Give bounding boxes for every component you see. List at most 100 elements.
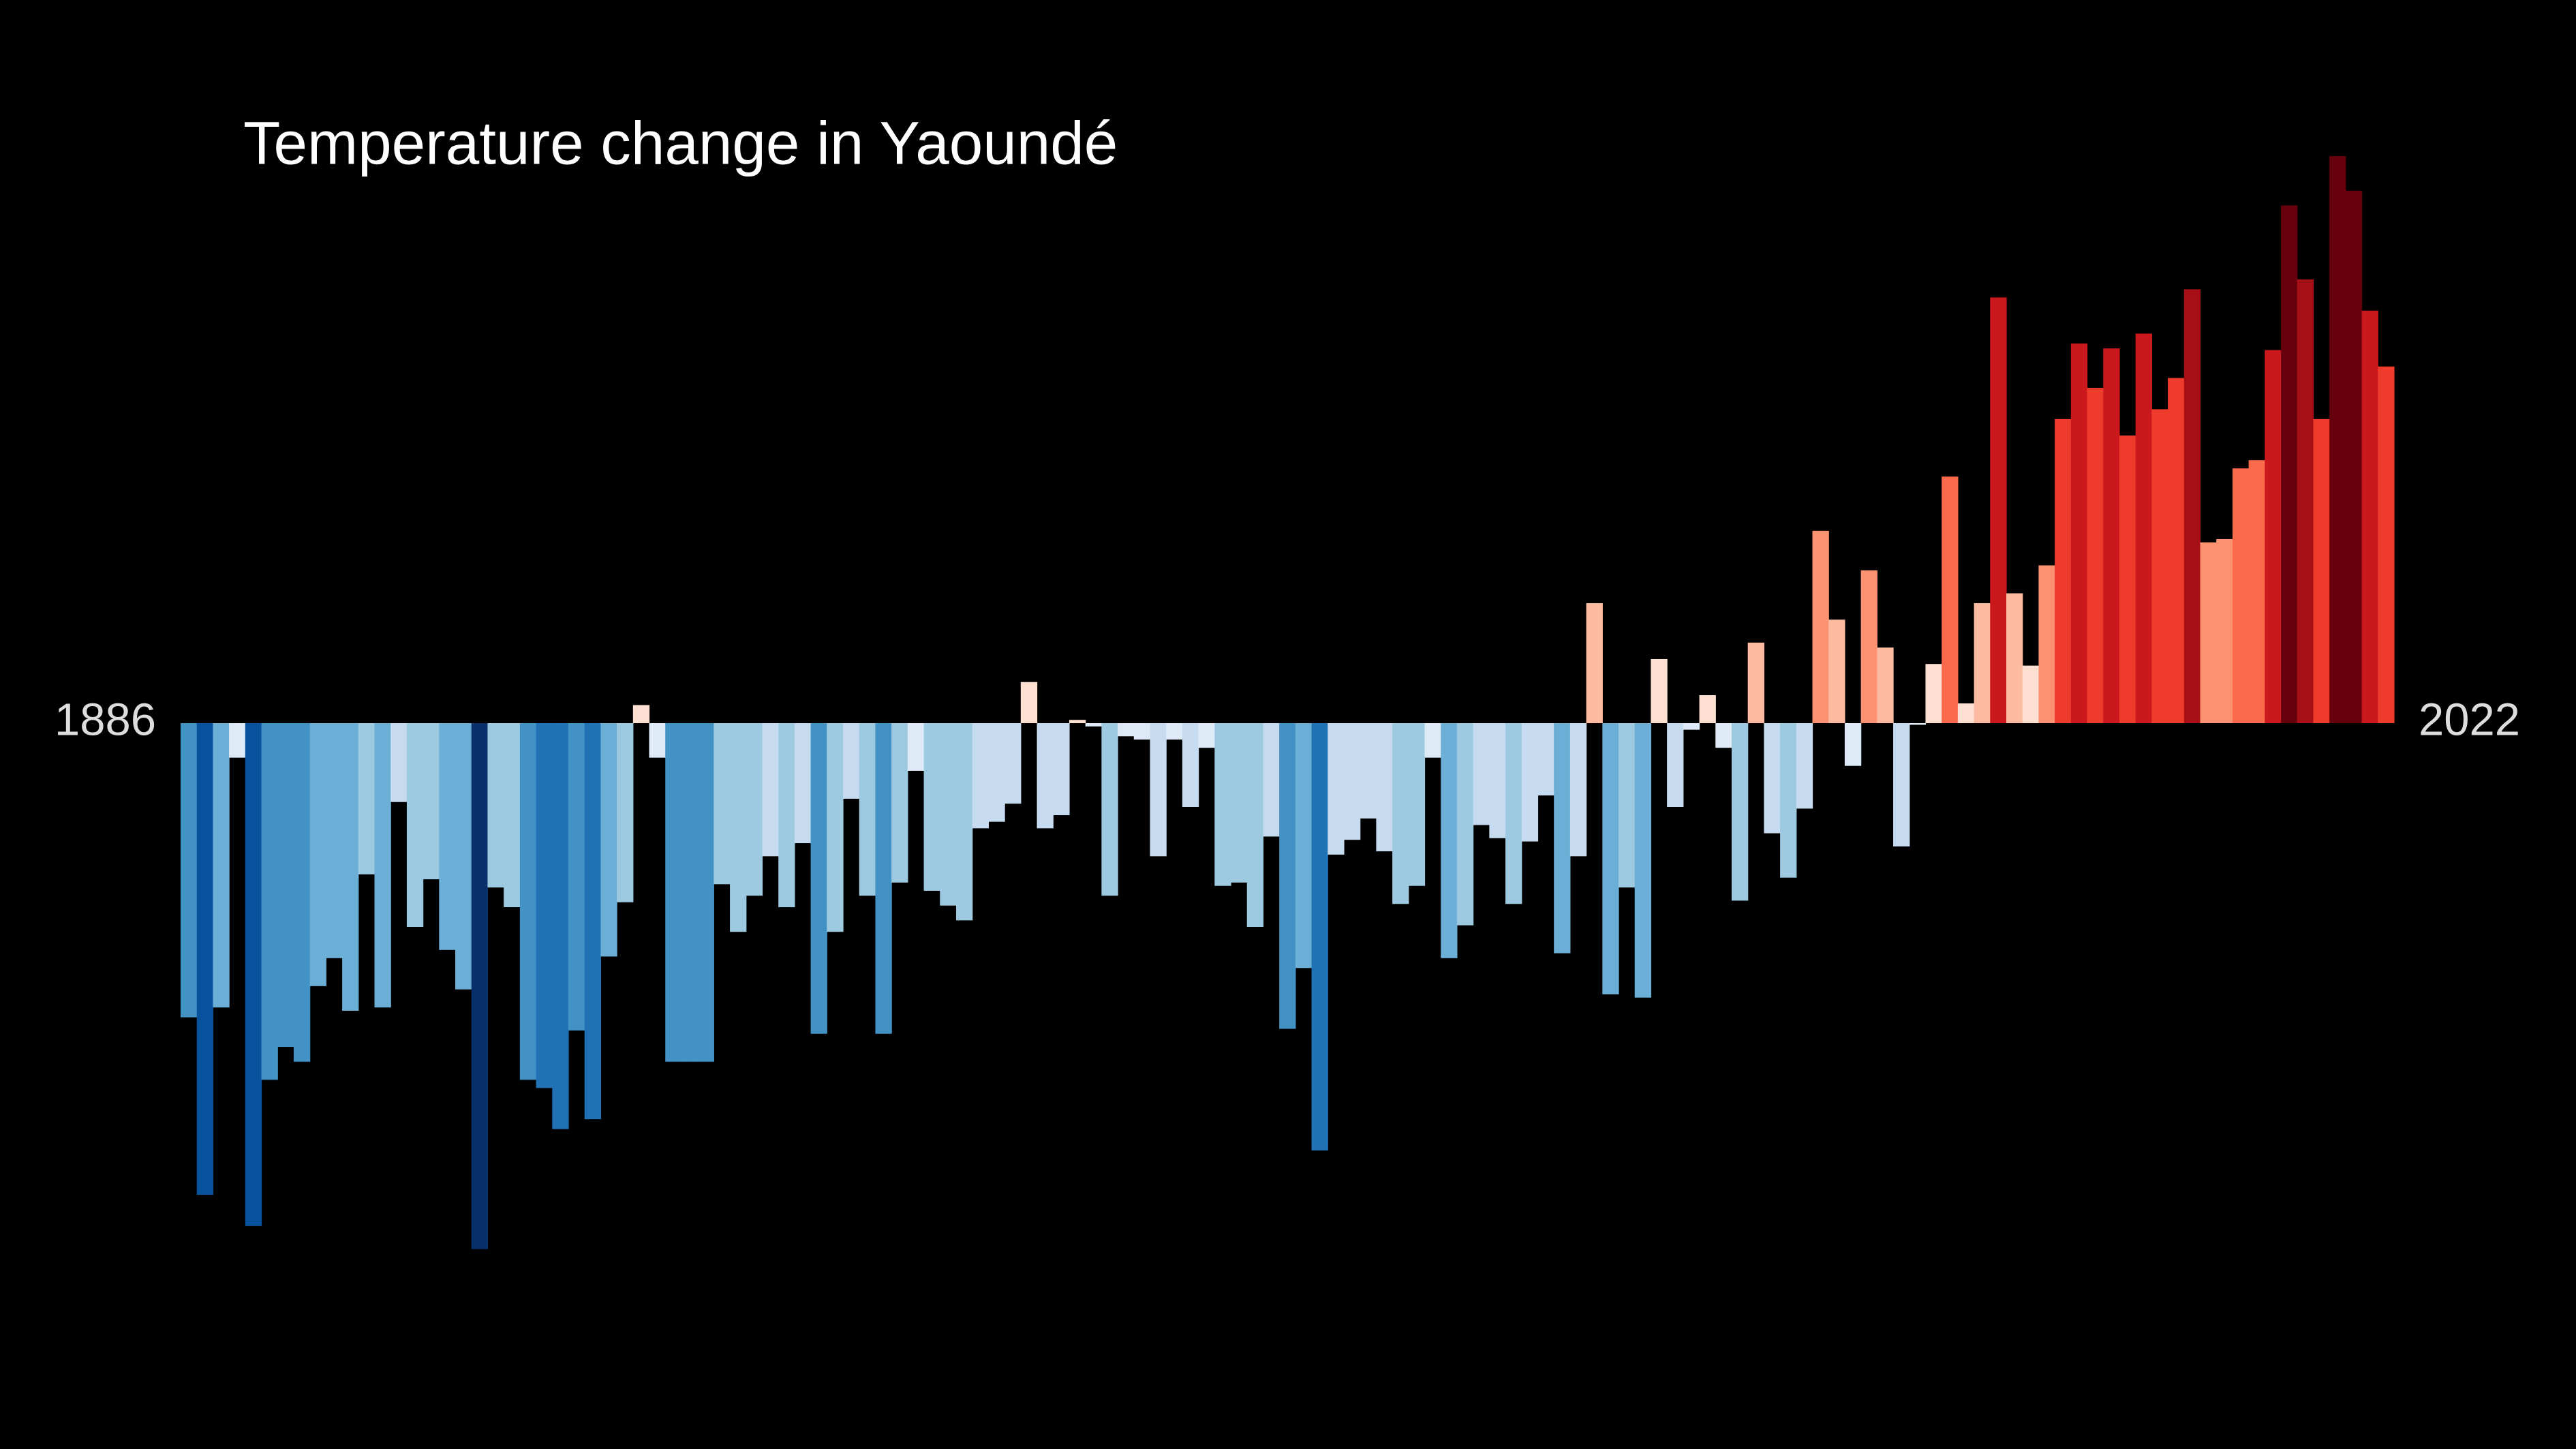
bar [213,723,230,1008]
bar [1699,695,1716,723]
bar [568,723,585,1031]
bar [859,723,876,896]
bar [2055,418,2072,723]
bar [1877,647,1894,723]
bar [681,723,699,1062]
bar [423,723,440,880]
bar [1133,723,1151,740]
bar [536,723,553,1088]
bar [1489,723,1506,838]
bar [1844,723,1862,766]
bar [1651,658,1668,723]
bar [1037,723,1054,829]
bar [519,723,537,1080]
bar [2265,350,2282,723]
bar [697,723,714,1062]
bar [1263,723,1280,837]
bar [746,723,763,896]
bar [1150,723,1167,857]
bar [730,723,747,932]
bar [1166,723,1183,740]
bar [891,723,908,883]
chart-title: Temperature change in Yaoundé [243,109,1118,177]
bar [2119,436,2136,723]
bar [1246,723,1264,928]
bar [714,723,731,885]
bar [875,723,892,1034]
bar [762,723,779,857]
bar [245,723,262,1226]
bar [2087,388,2104,723]
bar [439,723,456,950]
bar [2232,468,2250,723]
bar [374,723,391,1008]
bar [1101,723,1118,896]
bar [1990,297,2007,723]
bar [1360,723,1377,819]
bar [1473,723,1490,825]
bar [1521,723,1539,842]
bar [1408,723,1426,886]
bar [2297,279,2314,723]
bar [1311,723,1328,1150]
bar [2361,310,2378,723]
bar [1942,476,1959,723]
bar [1198,723,1215,748]
bar [2281,205,2298,723]
bar [358,723,375,874]
bar [229,723,246,758]
bar [1295,723,1313,968]
bar [1586,603,1603,723]
bar [390,723,408,802]
bar [1893,723,1910,846]
bar [309,723,326,986]
bar [1974,603,1991,723]
bar [665,723,682,1062]
bar [1005,723,1022,804]
bar [1085,723,1102,727]
bar [1505,723,1522,904]
bar [1118,723,1135,737]
bar [2103,348,2120,723]
bar [827,723,844,932]
bar [617,723,634,902]
bar [1957,703,1975,723]
bar [1731,723,1749,901]
bar [988,723,1005,822]
bar [1747,642,1764,723]
bar [1683,723,1700,730]
bar [293,723,311,1062]
bar [2151,409,2168,723]
bar [471,723,489,1249]
bar [1925,664,1942,723]
bar [1441,723,1458,958]
bar [2378,366,2395,723]
bar [794,723,812,844]
year-label: 2022 [2419,695,2520,746]
bar [2168,378,2185,723]
bar [778,723,795,908]
bar [2216,538,2233,723]
bar [277,723,294,1048]
bar [2038,565,2055,723]
bar [1860,570,1877,723]
bar [1392,723,1409,904]
bar [1182,723,1199,807]
bar [1376,723,1393,852]
bar [923,723,940,891]
bar [2022,665,2040,723]
bar [1069,720,1086,723]
bar [326,723,343,958]
bar [955,723,973,921]
bar [2329,156,2346,724]
bar [1619,723,1636,888]
bar [1343,723,1361,840]
bar [2345,190,2363,723]
bar [584,723,602,1120]
bar [649,723,666,758]
bar [2183,289,2201,724]
bar [342,723,359,1011]
bar [1828,620,1845,723]
bar [2313,418,2330,723]
bar [1214,723,1231,886]
